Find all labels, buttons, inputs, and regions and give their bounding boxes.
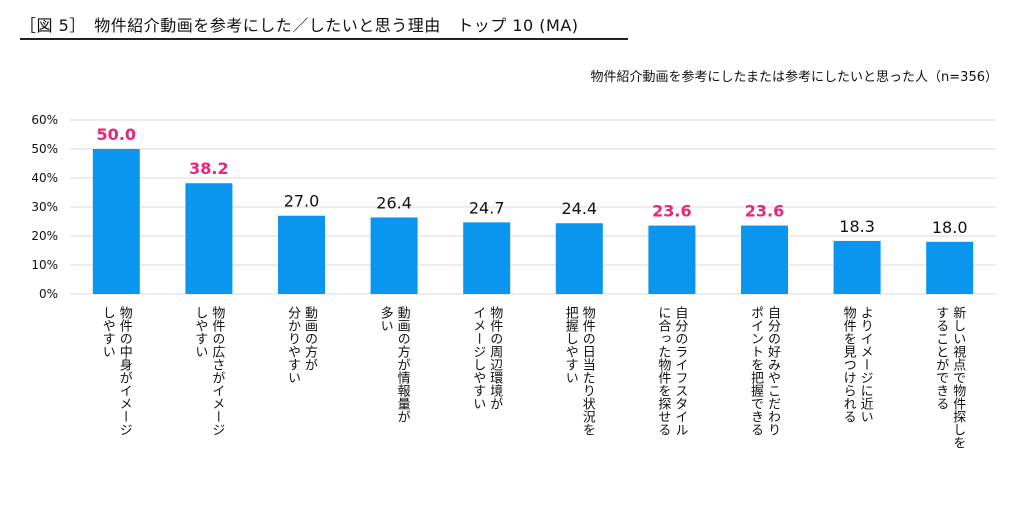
- bar: [926, 241, 974, 294]
- bar: [278, 215, 325, 294]
- category-label: よりイメージに近い: [858, 306, 874, 423]
- value-label: 24.4: [561, 199, 597, 218]
- category-label: 物件の中身がイメージ: [117, 306, 133, 436]
- bar: [555, 223, 603, 294]
- figure-title: ［図 5］ 物件紹介動画を参考にした／したいと思う理由 トップ 10 (MA): [20, 16, 579, 35]
- y-tick-label: 40%: [31, 171, 58, 185]
- category-label: 自分の好みやこだわり: [765, 306, 781, 436]
- y-axis: 0% 10% 20% 30% 40% 50% 60%: [31, 113, 58, 301]
- bar: [648, 225, 696, 294]
- bar: [92, 149, 140, 294]
- category-label: しやすい: [100, 306, 116, 358]
- y-tick-label: 20%: [31, 229, 58, 243]
- y-tick-label: 10%: [31, 258, 58, 272]
- category-label: 物件を見つけられる: [841, 306, 857, 423]
- title-underline: [20, 38, 628, 40]
- bar: [833, 240, 881, 294]
- bars: [92, 149, 974, 294]
- value-label: 38.2: [189, 159, 228, 178]
- category-label: 動画の方が情報量が: [395, 306, 411, 423]
- y-tick-label: 60%: [31, 113, 58, 127]
- bar: [185, 183, 233, 294]
- value-label: 24.7: [469, 198, 505, 217]
- category-label: 自分のライフスタイル: [672, 306, 688, 436]
- value-labels: 50.0 38.2 27.0 26.4 24.7 24.4 23.6 23.6 18.3 18.0: [97, 125, 968, 237]
- y-tick-label: 50%: [31, 142, 58, 156]
- bar: [741, 225, 788, 294]
- category-label: 新しい視点で物件探しを: [950, 305, 966, 449]
- value-label: 18.3: [839, 217, 875, 236]
- bar: [370, 217, 418, 294]
- value-label: 18.0: [932, 218, 968, 237]
- category-label: 動画の方が: [302, 306, 318, 371]
- value-label: 23.6: [745, 202, 784, 221]
- category-label: イメージしやすい: [470, 306, 486, 410]
- category-label: することができる: [933, 306, 949, 410]
- category-label: 把握しやすい: [563, 306, 579, 384]
- category-label: 物件の周辺環境が: [487, 306, 503, 410]
- value-label: 26.4: [376, 193, 412, 212]
- y-tick-label: 30%: [31, 200, 58, 214]
- bar: [463, 222, 511, 294]
- value-label: 50.0: [97, 125, 136, 144]
- category-label: 物件の日当たり状況を: [580, 306, 596, 436]
- value-label: 23.6: [652, 202, 691, 221]
- category-label: しやすい: [192, 306, 208, 358]
- category-label: ポイントを把握できる: [748, 306, 764, 436]
- category-labels: 物件の中身がイメージしやすい 物件の広さがイメージしやすい 動画の方が分かりやすい動…: [100, 305, 966, 449]
- category-label: 多い: [378, 305, 394, 332]
- chart-subtitle: 物件紹介動画を参考にしたまたは参考にしたいと思った人（n=356）: [590, 70, 998, 85]
- y-tick-label: 0%: [39, 287, 58, 301]
- value-label: 27.0: [284, 192, 320, 211]
- category-label: 分かりやすい: [285, 306, 301, 384]
- category-label: に合った物件を探せる: [655, 306, 671, 436]
- category-label: 物件の広さがイメージ: [209, 306, 225, 436]
